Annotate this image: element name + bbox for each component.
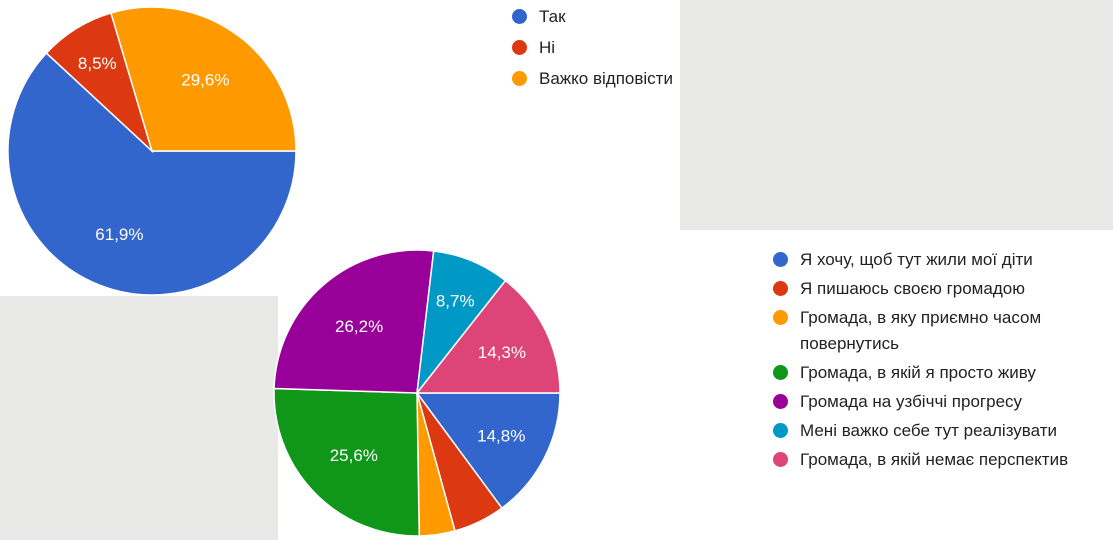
legend-label: Важко відповісти <box>539 69 673 88</box>
pie-2-data-label-4: 25,6% <box>330 446 378 465</box>
pie-1-legend-item-1[interactable]: Так <box>512 4 680 30</box>
pie-2-slice-5[interactable] <box>273 249 435 394</box>
legend-color-dot-icon <box>773 252 788 267</box>
pie-2-data-label-7: 14,3% <box>478 343 526 362</box>
pie-2-legend-item-5[interactable]: Громада на узбіччі прогресу <box>773 389 1103 415</box>
pie-2-legend-item-7[interactable]: Громада, в якій немає перспектив <box>773 447 1103 473</box>
pie-2-slice-4[interactable] <box>273 387 421 537</box>
legend-label: Так <box>539 7 566 26</box>
legend-color-dot-icon <box>773 365 788 380</box>
legend-color-dot-icon <box>773 281 788 296</box>
pie-1-slice-3[interactable] <box>110 6 297 152</box>
legend-label: Громада, в якій немає перспектив <box>800 450 1069 469</box>
legend-color-dot-icon <box>773 310 788 325</box>
pie-chart-2: 14,8% 25,6% 26,2% 8,7% 14,3% <box>273 249 561 537</box>
pie-2-slice-1[interactable] <box>415 392 561 510</box>
legend-color-dot-icon <box>773 452 788 467</box>
legend-color-dot-icon <box>512 71 527 86</box>
pie-1-legend-item-3[interactable]: Важко відповісти <box>512 66 680 92</box>
pie-chart-1: 61,9% 8,5% 29,6% <box>7 6 297 296</box>
legend-color-dot-icon <box>512 40 527 55</box>
pie-2-legend-item-6[interactable]: Мені важко себе тут реалізувати <box>773 418 1103 444</box>
legend-label: Громада на узбіччі прогресу <box>800 392 1023 411</box>
legend-label: Громада, в якій я просто живу <box>800 363 1036 382</box>
pie-2-data-label-1: 14,8% <box>477 427 525 446</box>
legend-label: Ні <box>539 38 556 57</box>
pie-2-legend-item-2[interactable]: Я пишаюсь своєю громадою <box>773 276 1103 302</box>
pie-2-slice-7[interactable] <box>415 279 561 394</box>
pie-1-data-label-2: 8,5% <box>78 54 117 73</box>
pie-1-data-label-3: 29,6% <box>181 70 229 89</box>
legend-color-dot-icon <box>512 9 527 24</box>
pie-2-legend-item-4[interactable]: Громада, в якій я просто живу <box>773 360 1103 386</box>
pie-2-legend-item-1[interactable]: Я хочу, щоб тут жили мої діти <box>773 247 1103 273</box>
pie-1-legend-item-2[interactable]: Ні <box>512 35 680 61</box>
legend-label: Громада, в яку приємно часом повернутись <box>800 308 1042 353</box>
pie-chart-1-legend: Так Ні Важко відповісти <box>512 4 680 97</box>
pie-1-slice-1[interactable] <box>7 52 297 296</box>
legend-label: Я пишаюсь своєю громадою <box>800 279 1025 298</box>
legend-label: Я хочу, щоб тут жили мої діти <box>800 250 1033 269</box>
legend-color-dot-icon <box>773 423 788 438</box>
chart-panel-bottom-extension <box>680 230 1113 540</box>
pie-2-data-label-6: 8,7% <box>436 291 475 310</box>
pie-2-data-label-5: 26,2% <box>335 317 383 336</box>
pie-1-data-label-1: 61,9% <box>95 225 143 244</box>
legend-label: Мені важко себе тут реалізувати <box>800 421 1058 440</box>
pie-chart-2-legend: Я хочу, щоб тут жили мої діти Я пишаюсь с… <box>773 247 1103 476</box>
legend-color-dot-icon <box>773 394 788 409</box>
pie-2-legend-item-3[interactable]: Громада, в яку приємно часом повернутись <box>773 305 1103 357</box>
